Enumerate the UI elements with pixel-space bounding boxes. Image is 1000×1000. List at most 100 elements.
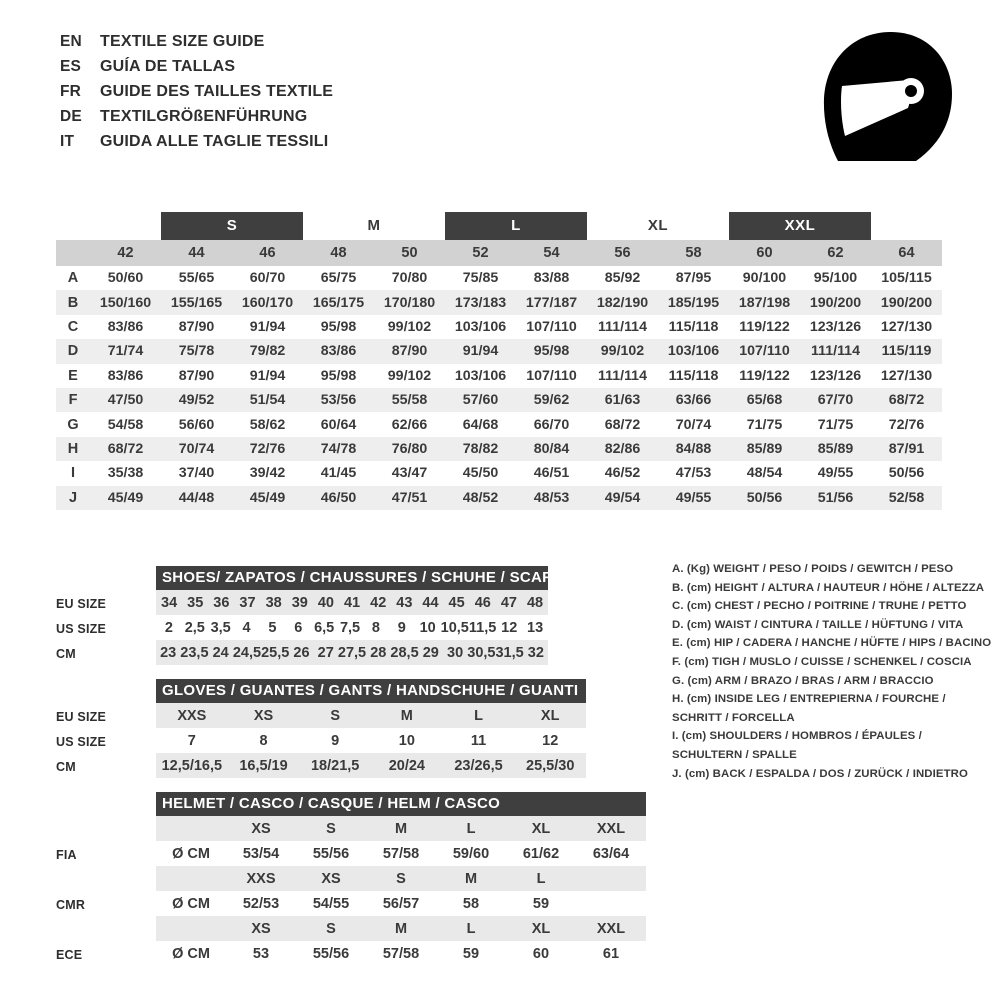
measurement-cell: 68/72 [604,416,641,433]
measurement-key: D [67,343,79,360]
shoes-eu-cell: 34 [161,594,178,611]
measurement-cell: 83/86 [320,343,357,360]
size-badge-s: S [161,212,303,240]
measurement-cell: 107/110 [739,343,790,360]
table-row: A 50/60 55/65 60/70 65/75 70/80 75/85 83/88 85/9… [56,266,942,290]
legend-item: F. (cm) TIGH / MUSLO / CUISSE / SCHENKEL… [672,653,972,672]
helmet-size-row: XS S M L XL XXL [156,816,646,841]
size-number-band: 42 44 46 48 50 52 54 56 58 60 62 64 [56,240,942,266]
measurement-rows: A 50/60 55/65 60/70 65/75 70/80 75/85 83/88 85/9… [56,266,942,510]
measurement-cell: 39/42 [249,465,286,482]
gloves-us-cell: 9 [331,732,340,749]
measurement-cell: 62/66 [391,416,428,433]
measurement-cell: 123/126 [809,367,862,384]
helmet-value-cell: 59 [532,895,550,912]
gloves-us-cell: 10 [398,732,415,749]
shoes-eu-cell: 35 [187,594,204,611]
measurement-cell: 74/78 [320,440,357,457]
language-row: EN TEXTILE SIZE GUIDE [60,33,480,58]
shoes-cm-cell: 32 [527,644,544,661]
shoes-cm-cell: 30,5 [467,644,496,661]
measurement-cell: 155/165 [170,294,223,311]
language-row: DE TEXTILGRÖßENFÜHRUNG [60,108,480,133]
size-number: 42 [117,245,134,261]
size-number: 48 [330,245,347,261]
measurement-cell: 57/60 [462,392,499,409]
helmet-value-cell: 52/53 [242,895,280,912]
textile-size-table: S M L XL XXL 42 44 46 48 50 52 54 56 58 60 62 64 A 50/60… [56,212,942,510]
helmet-size-row: XS S M L XL XXL [156,916,646,941]
measurement-cell: 50/60 [107,270,144,287]
gloves-table: GLOVES / GUANTES / GANTS / HANDSCHUHE / … [156,679,586,778]
helmet-size-cell: XS [251,920,271,937]
size-badge-xl: XL [647,217,669,234]
gloves-us-cell: 8 [259,732,268,749]
measurement-cell: 105/115 [881,270,932,287]
gloves-cm-cell: 16,5/19 [239,757,288,774]
measurement-cell: 64/68 [462,416,499,433]
measurement-cell: 55/58 [391,392,428,409]
measurement-cell: 87/91 [888,440,925,457]
measurement-key: A [67,270,79,287]
measurement-cell: 67/70 [817,392,854,409]
helmet-size-cell: L [466,920,476,937]
measurement-cell: 75/85 [462,270,499,287]
helmet-standard-cmr: CMR [56,898,86,912]
legend-text: J. (cm) BACK / ESPALDA / DOS / ZURÜCK / … [672,767,968,780]
shoes-us-cell: 3,5 [210,619,231,636]
measurement-cell: 111/114 [811,343,860,360]
shoes-cm-cell: 28 [370,644,387,661]
shoes-eu-cell: 41 [343,594,361,611]
measurement-cell: 52/58 [888,489,925,506]
legend-text: E. (cm) HIP / CADERA / HANCHE / HÜFTE / … [672,637,992,650]
measurement-cell: 60/64 [320,416,357,433]
measurement-cell: 87/95 [675,270,712,287]
legend-item: J. (cm) BACK / ESPALDA / DOS / ZURÜCK / … [672,765,972,784]
helmet-size-cell: L [536,870,546,887]
measurement-cell: 90/100 [742,270,787,287]
gloves-us-cell: 7 [187,732,196,749]
gloves-us-cell: 12 [542,732,559,749]
table-row: F 47/50 49/52 51/54 53/56 55/58 57/60 59/62 61/6… [56,387,942,413]
measurement-cell: 84/88 [675,440,712,457]
measurement-cell: 47/50 [107,392,144,409]
measurement-cell: 91/94 [249,367,286,384]
measurement-cell: 48/52 [462,489,499,506]
shoes-us-cell: 13 [527,619,544,636]
size-number: 44 [188,245,205,261]
language-title: GUIDA ALLE TAGLIE TESSILI [100,133,329,150]
helmet-value-cell: 53 [252,945,270,962]
measurement-cell: 99/102 [600,343,645,360]
table-row: B 150/160 155/165 160/170 165/175 170/180 173/… [56,290,942,315]
legend-text: C. (cm) CHEST / PECHO / POITRINE / TRUHE… [672,600,967,613]
gloves-eu-cell: S [330,707,341,724]
size-number: 52 [472,245,489,261]
measurement-key: I [70,465,76,482]
measurement-cell: 51/54 [249,392,286,409]
shoes-eu-cell: 36 [213,594,230,611]
measurement-cell: 95/100 [813,270,858,287]
gloves-cm-cell: 23/26,5 [454,757,503,774]
helmet-size-cell: M [394,920,408,937]
measurement-cell: 87/90 [178,367,215,384]
measurement-key: C [67,318,79,335]
gloves-cm-cell: 20/24 [388,757,425,774]
language-header: EN TEXTILE SIZE GUIDE ES GUÍA DE TALLAS FR GU… [60,33,480,158]
helmet-size-cell: M [394,820,408,837]
measurement-cell: 185/195 [667,294,720,311]
measurement-cell: 49/55 [675,489,712,506]
shoes-table: SHOES/ ZAPATOS / CHAUSSURES / SCHUHE / S… [156,566,574,665]
helmet-value-cell: 59/60 [452,845,490,862]
measurement-cell: 160/170 [241,294,294,311]
measurement-cell: 111/114 [598,367,647,384]
measurement-cell: 119/122 [739,318,790,335]
legend-item: D. (cm) WAIST / CINTURA / TAILLE / HÜFTU… [672,616,972,635]
helmet-standard-rows: XS S M L XL XXL Ø CM 53/54 55/56 57/58 59/60 61/62 6… [156,816,646,966]
measurement-cell: 72/76 [888,416,925,433]
helmet-size-cell: XXL [596,820,626,837]
size-number: 46 [259,245,276,261]
helmet-size-cell: S [326,820,336,837]
helmet-unit: Ø CM [172,945,210,962]
language-code: IT [60,133,75,150]
measurement-cell: 56/60 [178,416,215,433]
